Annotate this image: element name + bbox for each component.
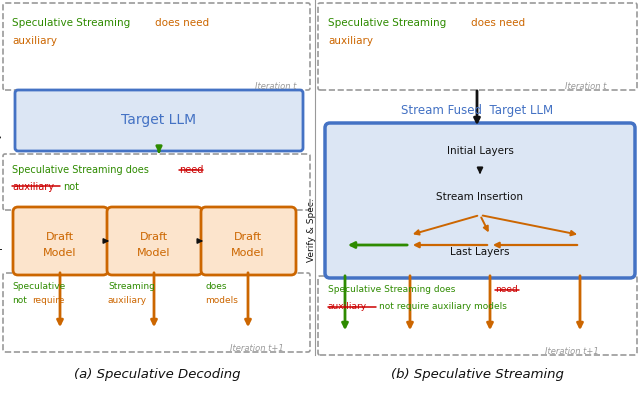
Text: require: require [32, 296, 65, 305]
Text: Speculative Streaming: Speculative Streaming [12, 18, 134, 28]
Text: not: not [63, 182, 79, 192]
Text: auxiliary: auxiliary [12, 182, 54, 192]
Text: Verify & Spec.: Verify & Spec. [307, 198, 317, 262]
Text: auxiliary: auxiliary [328, 302, 367, 311]
Text: Streaming: Streaming [108, 282, 155, 291]
Text: (a) Speculative Decoding: (a) Speculative Decoding [74, 368, 240, 381]
Text: Initial Layers: Initial Layers [447, 146, 513, 156]
Text: Stream Insertion: Stream Insertion [436, 192, 524, 202]
Text: models: models [205, 296, 238, 305]
FancyBboxPatch shape [201, 207, 296, 275]
Text: Verify: Verify [0, 131, 2, 159]
Text: Iteration t+1: Iteration t+1 [230, 344, 284, 353]
Text: not: not [12, 296, 27, 305]
Text: does need: does need [155, 18, 209, 28]
Text: Last Layers: Last Layers [451, 247, 509, 257]
Text: Model: Model [44, 248, 77, 258]
Text: Draft: Draft [234, 232, 262, 242]
Text: auxiliary: auxiliary [328, 36, 373, 46]
Text: Stream Fused  Target LLM: Stream Fused Target LLM [401, 104, 553, 117]
Text: Draft: Draft [140, 232, 168, 242]
Text: Speculative Streaming: Speculative Streaming [328, 18, 449, 28]
Text: does need: does need [471, 18, 525, 28]
FancyBboxPatch shape [325, 123, 635, 278]
Text: Target LLM: Target LLM [122, 113, 196, 127]
Text: need: need [179, 165, 204, 175]
Text: does: does [205, 282, 227, 291]
Text: Iteration t: Iteration t [255, 82, 296, 91]
Text: Iteration t: Iteration t [565, 82, 606, 91]
Text: not require auxiliary models: not require auxiliary models [379, 302, 507, 311]
Text: (b) Speculative Streaming: (b) Speculative Streaming [390, 368, 563, 381]
Text: auxiliary: auxiliary [12, 36, 57, 46]
Text: Model: Model [231, 248, 265, 258]
FancyBboxPatch shape [13, 207, 108, 275]
Text: Speculative Streaming does: Speculative Streaming does [12, 165, 152, 175]
FancyBboxPatch shape [107, 207, 202, 275]
Text: Spec.: Spec. [0, 229, 2, 255]
Text: Model: Model [137, 248, 171, 258]
FancyBboxPatch shape [15, 90, 303, 151]
Text: Speculative Streaming does: Speculative Streaming does [328, 285, 458, 294]
Text: Speculative: Speculative [12, 282, 65, 291]
Text: auxiliary: auxiliary [108, 296, 147, 305]
Text: Draft: Draft [46, 232, 74, 242]
Text: need: need [495, 285, 518, 294]
Text: Iteration t+1: Iteration t+1 [545, 347, 599, 356]
